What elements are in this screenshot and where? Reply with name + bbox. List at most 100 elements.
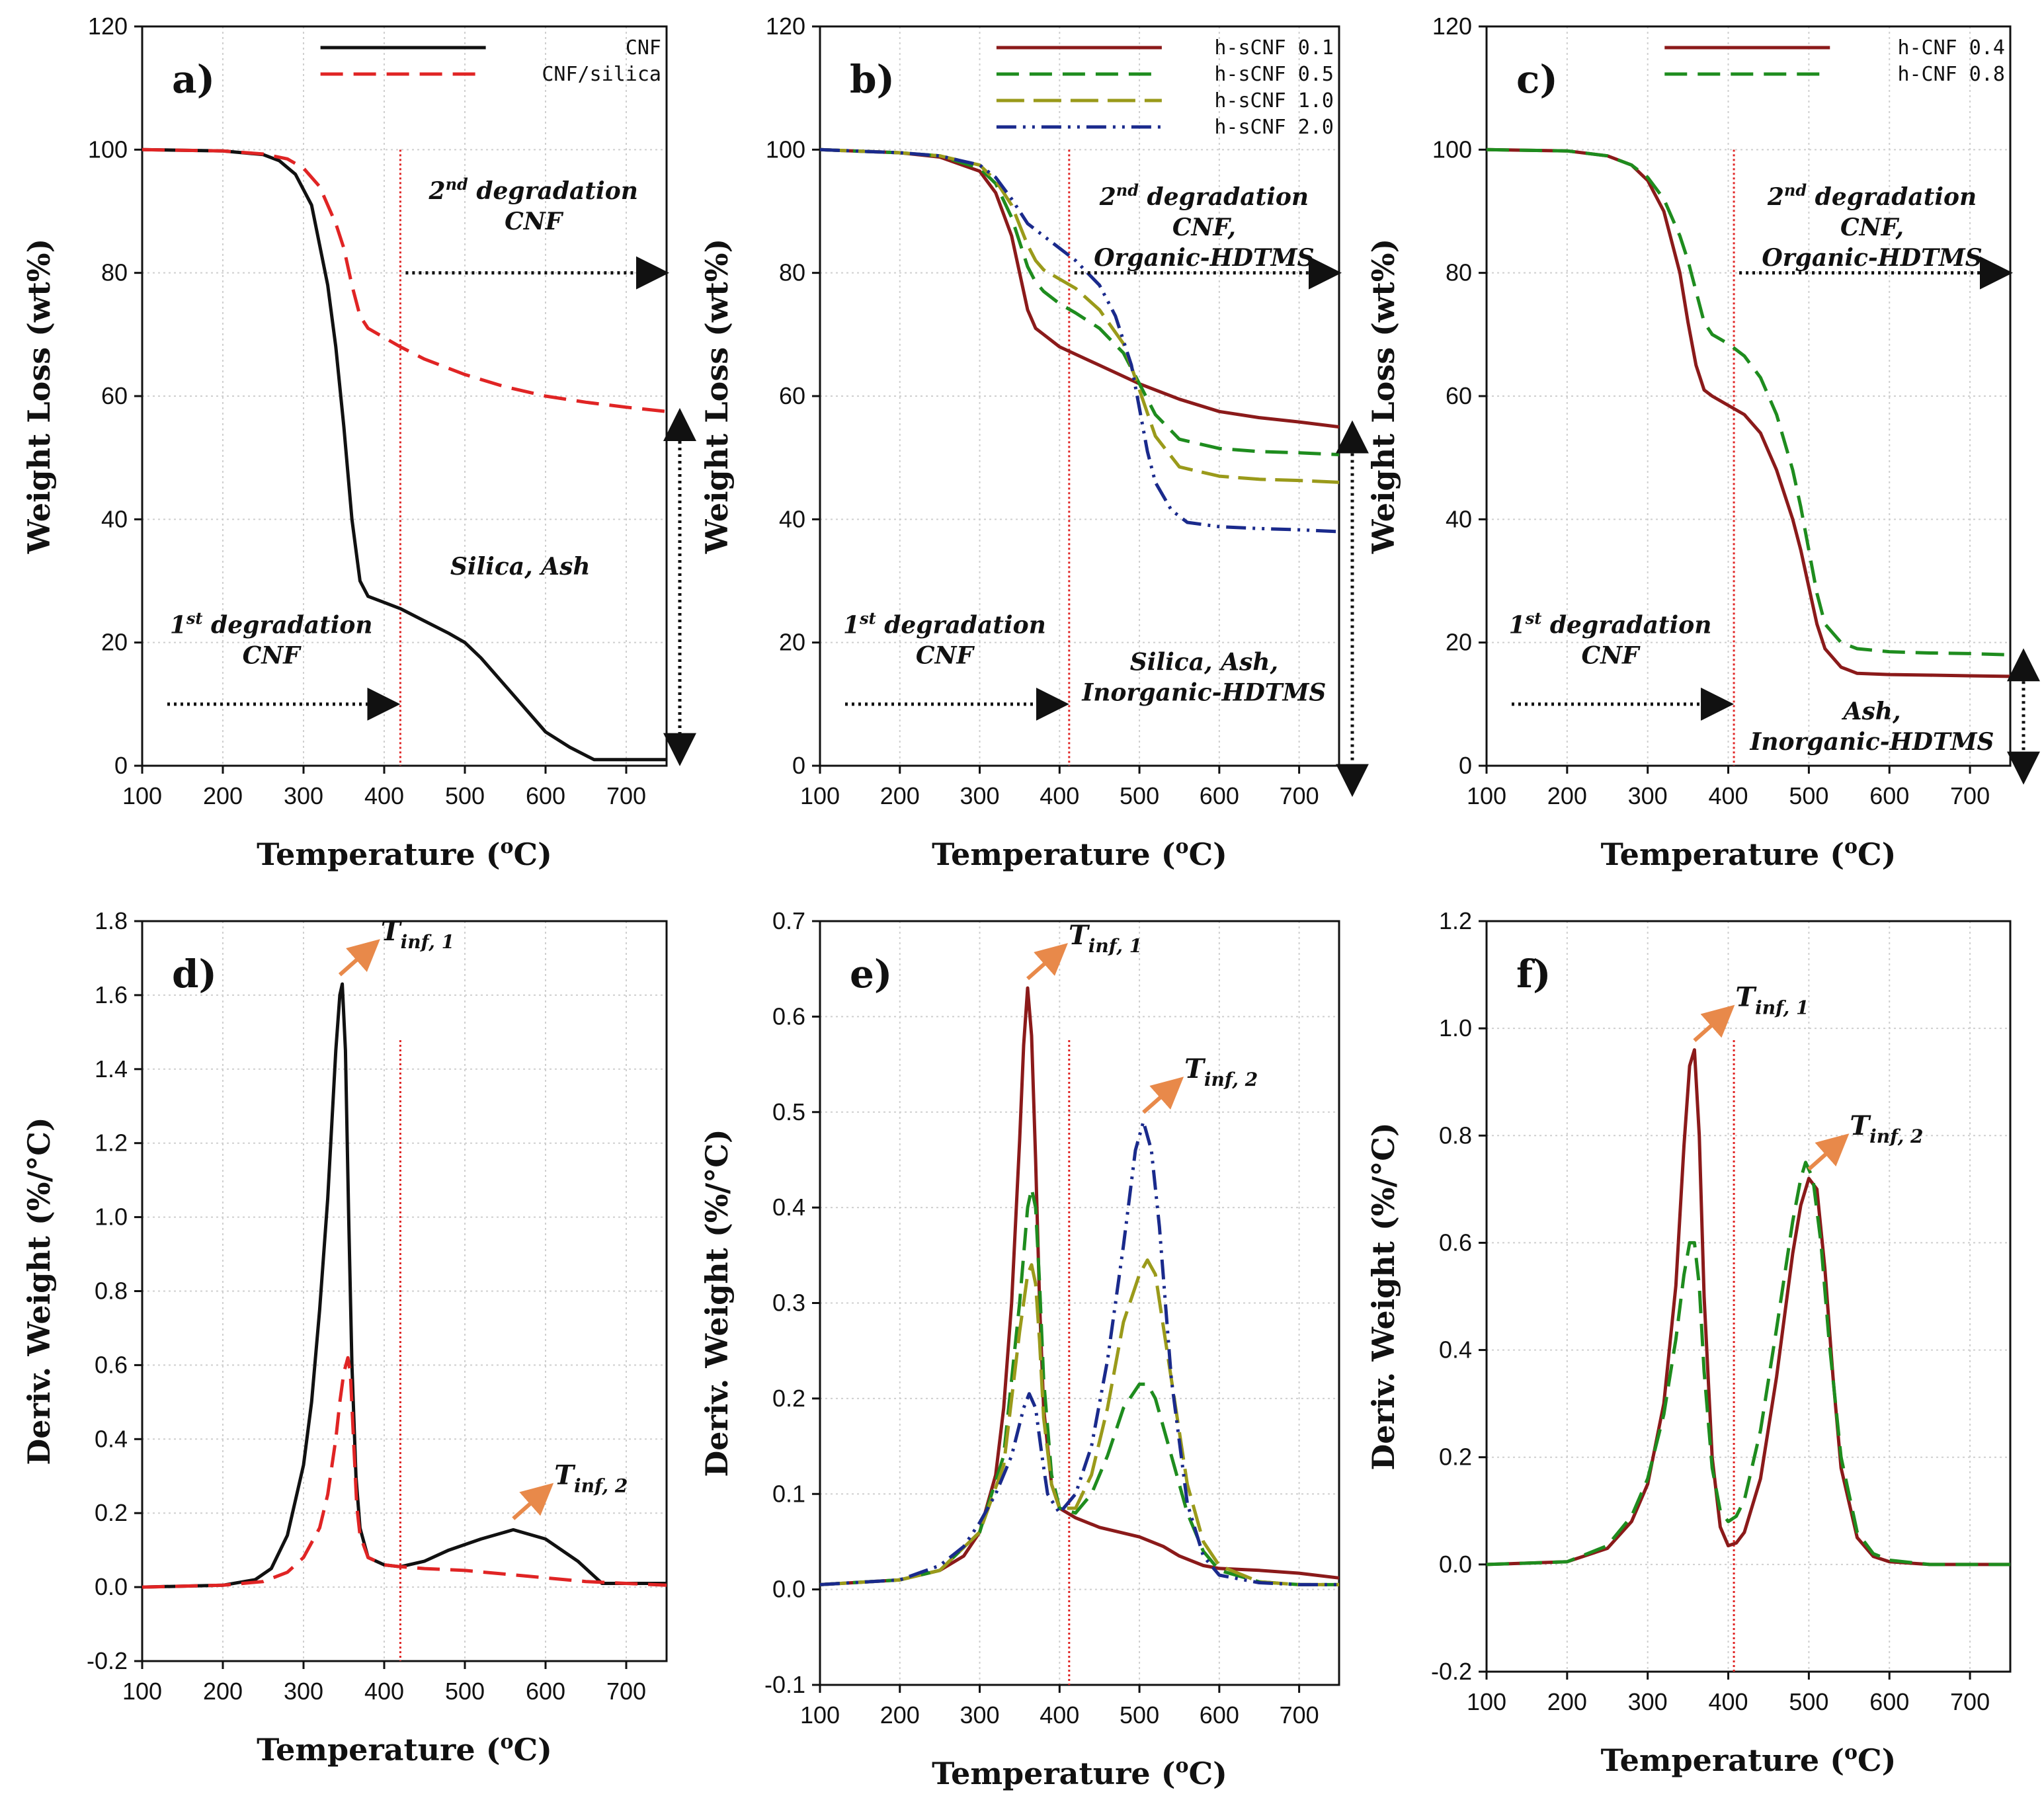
legend: h-CNF 0.4 h-CNF 0.8: [1664, 36, 2005, 86]
y-axis-label: Deriv. Weight (%/°C): [1366, 1122, 1401, 1470]
y-tick-label: 60: [101, 382, 128, 409]
annotations: 2nd degradation CNF Silica, Ash 1st degrada…: [170, 175, 638, 670]
y-tick-label: 0.2: [95, 1499, 128, 1526]
plot-frame: [1485, 920, 2012, 1673]
tinf-arrow: [338, 939, 380, 977]
y-tick-label: 0.5: [772, 1098, 805, 1125]
series-line-h-scnf-0-1: [819, 147, 1340, 429]
panels-root: 100 200 300 400 500 600 700020406080100120Temp…: [21, 13, 2040, 1791]
tinf-callouts: Tinf, 1 Tinf, 2: [338, 916, 628, 1520]
annotation-text: CNF: [1581, 642, 1641, 670]
annotation-text: Inorganic-HDTMS: [1749, 728, 1994, 756]
series-line-h-cnf-0-8: [1486, 147, 2011, 657]
y-axis-label: Weight Loss (wt%): [21, 239, 57, 554]
y-tick-label: 1.2: [1439, 907, 1472, 934]
x-tick-label: 300: [1628, 782, 1668, 809]
x-axis-label: Temperature (oC): [1601, 835, 1897, 872]
series-line-h-scnf-0-5: [819, 147, 1340, 456]
y-tick-label: 0.8: [95, 1278, 128, 1305]
y-tick-label: 0: [114, 752, 128, 779]
panel-label: d): [172, 952, 217, 997]
annotations: 2nd degradation CNF, Organic-HDTMS Ash, Inor…: [1509, 181, 1994, 756]
y-tick-label: 40: [779, 505, 805, 532]
x-tick-label: 500: [1789, 782, 1828, 809]
y-tick-label: 1.4: [95, 1055, 128, 1082]
annotation-text: Silica, Ash: [450, 553, 591, 581]
legend-label: h-sCNF 1.0: [1214, 89, 1334, 112]
axis-ticks: 100 200 300 400 500 600 700 -0.2 0.0 0.2 0.4 0.6 0.8…: [1431, 907, 1990, 1715]
tinf-arrow: [1693, 1004, 1735, 1042]
tinf-label: Tinf, 1: [1069, 920, 1142, 957]
x-tick-label: 400: [1040, 782, 1079, 809]
y-tick-label: 0.0: [95, 1573, 128, 1600]
x-tick-label: 300: [960, 782, 999, 809]
x-axis-label: Temperature (oC): [1601, 1741, 1897, 1778]
axis-ticks: 100 200 300 400 500 600 700 0 20 40 60 80 100 120: [88, 13, 646, 809]
y-tick-label: -0.1: [764, 1671, 805, 1698]
series-line-cnf-silica: [142, 147, 667, 413]
axis-ticks: 100 200 300 400 500 600 700 0 20 40 60 80 100 120: [1432, 13, 1990, 809]
series-group: [1486, 1048, 2010, 1567]
y-tick-label: 120: [88, 13, 128, 40]
annotation-text: CNF,: [1840, 214, 1904, 241]
tinf-label: Tinf, 2: [1850, 1110, 1923, 1147]
y-axis-label: Deriv. Weight (%/°C): [699, 1129, 735, 1477]
x-tick-label: 200: [880, 782, 920, 809]
tinf-arrow: [1026, 943, 1068, 981]
y-tick-label: 0.6: [772, 1002, 805, 1030]
series-line-h-scnf-2-0: [819, 1120, 1339, 1586]
y-tick-label: 1.0: [95, 1203, 128, 1231]
y-tick-label: 0.4: [1439, 1336, 1472, 1364]
x-tick-label: 200: [1547, 782, 1587, 809]
x-tick-label: 400: [364, 1678, 404, 1705]
series-line-h-scnf-0-5: [819, 1186, 1339, 1586]
annotation-text: Silica, Ash,: [1130, 649, 1278, 676]
x-tick-label: 400: [1040, 1701, 1079, 1729]
x-tick-label: 600: [526, 1678, 565, 1705]
legend-label: CNF: [626, 36, 661, 60]
series-group: [819, 986, 1340, 1586]
annotation-text: CNF,: [1172, 214, 1236, 241]
y-tick-label: 0.7: [772, 907, 805, 934]
panel-label: e): [850, 952, 892, 997]
y-tick-label: 0.2: [772, 1385, 805, 1412]
panel-label: c): [1516, 57, 1558, 102]
y-tick-label: 0.3: [772, 1289, 805, 1317]
annotation-text: CNF: [243, 642, 302, 670]
x-tick-label: 700: [1950, 782, 1990, 809]
y-axis-label: Weight Loss (wt%): [699, 239, 735, 554]
y-tick-label: 100: [766, 136, 805, 163]
annotation-text: 2nd degradation: [1767, 181, 1977, 211]
x-tick-label: 500: [1120, 782, 1159, 809]
x-tick-label: 100: [1467, 782, 1506, 809]
region-arrows: [845, 256, 1369, 797]
y-tick-label: 0.6: [95, 1351, 128, 1378]
x-tick-label: 600: [1200, 1701, 1239, 1729]
panel-c: 100 200 300 400 500 600 700 0 20 40 60 80 100 120 Temp…: [1366, 13, 2040, 872]
x-tick-label: 400: [1708, 1688, 1748, 1715]
x-tick-label: 300: [284, 1678, 323, 1705]
x-tick-label: 100: [122, 1678, 162, 1705]
y-tick-label: 20: [1446, 629, 1472, 656]
annotation-text: Inorganic-HDTMS: [1081, 679, 1326, 707]
y-axis-label: Deriv. Weight (%/°C): [21, 1117, 57, 1465]
annotation-text: CNF: [505, 208, 564, 235]
x-tick-label: 200: [203, 782, 243, 809]
tinf-arrow: [1807, 1133, 1850, 1171]
y-tick-label: 0: [792, 752, 805, 779]
x-axis-label: Temperature (oC): [257, 835, 552, 872]
y-tick-label: 0.0: [772, 1576, 805, 1603]
series-line-cnf-silica: [142, 1356, 667, 1589]
x-tick-label: 300: [960, 1701, 999, 1729]
x-tick-label: 700: [606, 1678, 646, 1705]
series-group: [819, 147, 1340, 534]
legend-label: h-CNF 0.8: [1897, 63, 2005, 86]
y-tick-label: 1.8: [95, 907, 128, 934]
x-tick-label: 500: [445, 782, 485, 809]
y-tick-label: -0.2: [1431, 1658, 1472, 1685]
y-tick-label: 0.8: [1439, 1121, 1472, 1149]
x-tick-label: 400: [364, 782, 404, 809]
y-tick-label: 60: [779, 382, 805, 409]
legend-label: h-sCNF 0.1: [1214, 36, 1334, 60]
x-tick-label: 700: [1280, 782, 1319, 809]
